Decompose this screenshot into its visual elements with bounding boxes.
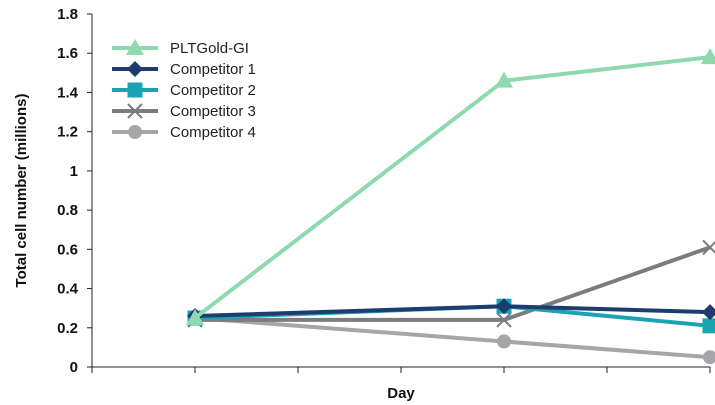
data-point <box>703 350 715 365</box>
legend-marker <box>126 39 144 55</box>
data-point <box>702 318 715 334</box>
legend-item: PLTGold-GI <box>112 39 249 57</box>
y-tick-label: 1.4 <box>57 84 79 101</box>
y-tick-label: 0 <box>70 359 78 376</box>
legend-item: Competitor 1 <box>112 61 256 78</box>
data-point <box>495 71 513 88</box>
y-tick-label: 1 <box>70 163 78 180</box>
y-tick-label: 0.8 <box>57 202 78 219</box>
series-line <box>194 315 711 360</box>
legend-label: Competitor 4 <box>170 124 256 141</box>
y-tick-label: 1.8 <box>57 6 78 23</box>
series-3 <box>187 298 715 334</box>
legend-item: Competitor 3 <box>112 103 256 120</box>
chart-legend: PLTGold-GI Competitor 1 Competitor 2 Compet… <box>112 39 256 141</box>
legend-marker <box>127 82 143 98</box>
legend-marker <box>128 125 142 139</box>
series-1 <box>186 48 715 325</box>
series-2 <box>187 298 715 325</box>
y-axis-title: Total cell number (millions) <box>13 94 30 288</box>
chart-axes: 0 0.2 0.4 0.6 0.8 1 1.2 1.4 1.6 1.8 <box>57 6 711 376</box>
legend-marker <box>127 61 143 77</box>
data-point <box>702 304 715 321</box>
y-tick-label: 0.6 <box>57 241 78 258</box>
legend-item: Competitor 2 <box>112 82 256 99</box>
legend-label: Competitor 2 <box>170 82 256 99</box>
legend-item: Competitor 4 <box>112 124 256 141</box>
y-tick-label: 0.4 <box>57 281 79 298</box>
series-line <box>193 55 711 320</box>
legend-marker <box>127 103 143 119</box>
data-point <box>186 308 204 325</box>
data-point <box>497 334 511 349</box>
data-point <box>496 298 512 315</box>
data-point <box>496 312 512 328</box>
data-point-stroke <box>496 312 512 328</box>
series-line <box>194 304 711 319</box>
chart-series <box>186 48 715 365</box>
legend-label: Competitor 1 <box>170 61 256 78</box>
legend-label: PLTGold-GI <box>170 40 249 57</box>
y-tick-label: 0.2 <box>57 320 78 337</box>
legend-marker-stroke <box>127 103 143 119</box>
x-axis-title: Day <box>387 385 415 402</box>
legend-label: Competitor 3 <box>170 103 256 120</box>
data-point <box>701 48 715 65</box>
y-tick-label: 1.2 <box>57 124 78 141</box>
y-tick-label: 1.6 <box>57 45 78 62</box>
